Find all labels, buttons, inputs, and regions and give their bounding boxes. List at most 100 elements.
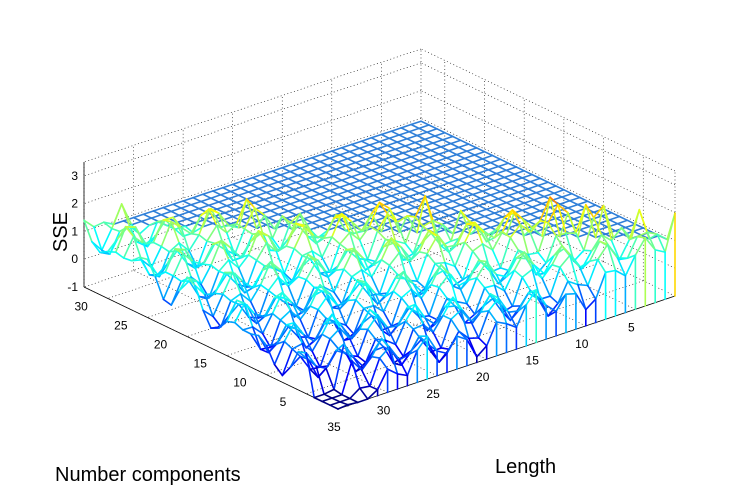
surface-segment <box>458 330 468 341</box>
surface-segment <box>164 271 175 277</box>
surface-segment <box>115 251 125 259</box>
surface-segment <box>341 359 353 396</box>
surface-segment <box>297 350 308 354</box>
surface-segment <box>426 163 436 170</box>
surface-segment <box>235 198 248 204</box>
surface-segment <box>410 120 422 126</box>
surface-segment <box>388 207 399 224</box>
surface-segment <box>344 161 357 167</box>
surface-segment <box>293 188 303 195</box>
surface-segment <box>295 181 305 188</box>
surface-segment <box>559 203 569 209</box>
surface-segment <box>465 302 476 316</box>
surface-segment <box>449 171 462 177</box>
surface-segment <box>255 242 268 262</box>
surface-segment <box>297 203 309 209</box>
z-tick-label: 1 <box>71 224 78 238</box>
surface-segment <box>521 217 532 234</box>
surface-segment <box>610 239 621 261</box>
surface-segment <box>426 128 438 133</box>
surface-segment <box>176 218 188 224</box>
surface-segment <box>475 208 488 214</box>
surface-segment <box>436 189 448 195</box>
surface-segment <box>372 158 385 164</box>
surface-segment <box>505 201 516 208</box>
surface-segment <box>319 272 329 279</box>
surface-segment <box>513 269 524 279</box>
surface-segment <box>390 296 403 328</box>
surface-segment <box>370 137 381 143</box>
surface-segment <box>182 253 194 263</box>
surface-segment <box>214 242 226 251</box>
surface-segment <box>392 290 403 299</box>
surface-segment <box>271 167 284 172</box>
surface-segment <box>336 193 347 200</box>
surface-segment <box>269 209 280 216</box>
surface-segment <box>226 320 236 324</box>
surface-segment <box>297 253 309 278</box>
surface-segment <box>446 335 458 355</box>
surface-segment <box>335 268 345 272</box>
surface-segment <box>513 173 524 179</box>
surface-segment <box>574 203 587 234</box>
surface-segment <box>202 222 214 228</box>
surface-segment <box>285 222 298 247</box>
surface-segment <box>255 224 268 229</box>
surface-segment <box>220 194 230 200</box>
surface-segment <box>370 314 383 332</box>
surface-segment <box>610 211 621 218</box>
surface-segment <box>267 181 280 187</box>
surface-segment <box>396 138 408 143</box>
surface-segment <box>321 215 333 220</box>
surface-segment <box>465 277 478 305</box>
surface-segment <box>614 230 625 236</box>
surface-segment <box>218 320 228 329</box>
surface-segment <box>553 189 565 194</box>
surface-segment <box>142 210 155 216</box>
surface-segment <box>424 317 436 326</box>
surface-segment <box>295 305 306 312</box>
surface-segment <box>281 199 292 205</box>
surface-segment <box>602 204 613 242</box>
surface-segment <box>646 231 657 251</box>
surface-segment <box>303 182 315 188</box>
surface-segment <box>196 214 206 221</box>
surface-segment <box>402 149 414 154</box>
surface-segment <box>337 299 349 307</box>
surface-segment <box>202 309 214 318</box>
surface-segment <box>340 208 353 214</box>
surface-segment <box>481 222 492 229</box>
surface-segment <box>172 200 184 206</box>
surface-segment <box>440 240 452 247</box>
surface-segment <box>463 189 474 196</box>
surface-segment <box>354 281 367 301</box>
surface-segment <box>311 250 323 259</box>
surface-segment <box>483 232 496 239</box>
surface-segment <box>432 269 444 278</box>
surface-segment <box>636 235 647 239</box>
surface-segment <box>261 170 274 176</box>
surface-segment <box>497 297 510 314</box>
surface-segment <box>432 219 444 226</box>
surface-segment <box>330 150 341 156</box>
surface-segment <box>360 355 373 372</box>
z-tick-label: 0 <box>71 252 78 266</box>
surface-segment <box>311 350 321 368</box>
surface-segment <box>555 293 567 313</box>
surface-segment <box>467 259 480 281</box>
surface-segment <box>511 276 524 308</box>
surface-segment <box>334 165 347 170</box>
surface-segment <box>267 343 278 354</box>
surface-segment <box>263 312 274 318</box>
surface-segment <box>493 284 506 292</box>
surface-segment <box>374 187 385 193</box>
surface-segment <box>156 263 169 276</box>
surface-segment <box>547 203 559 224</box>
surface-segment <box>340 211 351 218</box>
gridline <box>331 203 586 327</box>
surface-segment <box>616 257 627 277</box>
surface-segment <box>408 130 418 137</box>
surface-segment <box>600 234 613 242</box>
surface-segment <box>440 210 450 217</box>
surface-segment <box>212 190 222 196</box>
